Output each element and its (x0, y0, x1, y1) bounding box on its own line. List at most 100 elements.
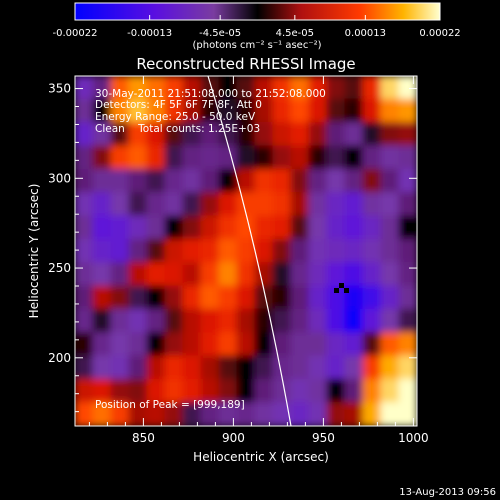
heatmap-cell (290, 192, 310, 217)
heatmap-cell (146, 215, 166, 240)
heatmap-cell (146, 168, 166, 194)
heatmap-cell (75, 192, 94, 217)
heatmap-cell (200, 122, 220, 147)
heatmap-cell (380, 285, 400, 310)
heatmap-cell (254, 355, 274, 380)
chart-title: Reconstructed RHESSI Image (136, 55, 355, 73)
heatmap-cell (344, 122, 364, 147)
heatmap-cell (75, 122, 94, 147)
heatmap-cell (218, 332, 238, 357)
y-axis-label: Heliocentric Y (arcsec) (27, 184, 41, 319)
annotation-energy: Energy Range: 25.0 - 50.0 keV (95, 111, 256, 123)
heatmap-cell (272, 238, 292, 264)
solar-limb-line (207, 76, 292, 426)
heatmap-cell (182, 122, 202, 147)
heatmap-cell (110, 238, 130, 264)
heatmap-cell (200, 215, 220, 240)
heatmap-cell (128, 215, 148, 240)
heatmap-cell (200, 238, 220, 264)
heatmap-cell (128, 285, 148, 310)
heatmap-cell (146, 308, 166, 334)
heatmap-cell (92, 285, 112, 310)
heatmap-cell (146, 238, 166, 264)
heatmap-cell (254, 402, 274, 426)
heatmap-cell (236, 262, 256, 287)
heatmap-cell (164, 98, 184, 124)
heatmap-cell (110, 355, 130, 380)
heatmap-cell (362, 332, 382, 357)
heatmap-cell (290, 168, 310, 194)
heatmap-cell (308, 192, 328, 217)
heatmap-cell (308, 378, 328, 404)
heatmap-cell (128, 378, 148, 404)
heatmap-cell (146, 262, 166, 287)
heatmap-cell (308, 122, 328, 147)
heatmap-cell (200, 76, 220, 100)
heatmap-cell (164, 378, 184, 404)
heatmap-cell (398, 192, 417, 217)
heatmap-cell (200, 285, 220, 310)
colorbar (74, 2, 441, 21)
heatmap-cell (254, 332, 274, 357)
heatmap-cell (75, 402, 94, 426)
heatmap-cell (75, 145, 94, 170)
heatmap-cell (110, 168, 130, 194)
heatmap-cell (272, 215, 292, 240)
annotation-block: 30-May-2011 21:51:08.000 to 21:52:08.000… (95, 88, 326, 135)
heatmap-cell (164, 332, 184, 357)
heatmap-cell (218, 285, 238, 310)
heatmap-cell (92, 355, 112, 380)
heatmap-cell (146, 98, 166, 124)
heatmap-cell (75, 332, 94, 357)
heatmap-cell (75, 168, 94, 194)
heatmap-cell (254, 122, 274, 147)
heatmap-cell (398, 122, 417, 147)
heatmap-cell (164, 168, 184, 194)
heatmap-cell (92, 76, 112, 100)
heatmap-cell (110, 122, 130, 147)
heatmap-cell (398, 168, 417, 194)
x-axis: 850 900 950 1000 (88, 76, 429, 445)
heatmap-cell (110, 402, 130, 426)
heatmap-cell (75, 378, 94, 404)
heatmap-cell (362, 238, 382, 264)
heatmap-cell (380, 238, 400, 264)
heatmap-cell (398, 308, 417, 334)
heatmap-cell (254, 285, 274, 310)
heatmap-cell (200, 402, 220, 426)
heatmap-cell (236, 98, 256, 124)
heatmap-cell (326, 285, 346, 310)
heatmap-cell (290, 122, 310, 147)
heatmap-cell (200, 98, 220, 124)
heatmap-cell (344, 402, 364, 426)
heatmap-cell (326, 76, 346, 100)
heatmap-cell (272, 285, 292, 310)
heatmap-cell (272, 145, 292, 170)
heatmap-cell (254, 98, 274, 124)
heatmap-cell (236, 238, 256, 264)
heatmap-cell (362, 145, 382, 170)
heatmap-cell (380, 215, 400, 240)
heatmap-cell (218, 192, 238, 217)
heatmap-cell (92, 215, 112, 240)
heatmap-cell (380, 402, 400, 426)
heatmap-cell (110, 262, 130, 287)
heatmap-cell (326, 98, 346, 124)
heatmap-cell (164, 308, 184, 334)
heatmap-cell (362, 355, 382, 380)
heatmap-cell (146, 355, 166, 380)
annotation-peak-position: Position of Peak = [999,189] (95, 399, 245, 411)
heatmap-cell (236, 402, 256, 426)
colorbar-tick-label: 4.5e-05 (276, 28, 314, 39)
heatmap-cell (236, 355, 256, 380)
y-tick-label: 200 (48, 351, 71, 365)
heatmap (75, 76, 417, 426)
heatmap-cell (290, 285, 310, 310)
heatmap-cell (254, 238, 274, 264)
heatmap-cell (218, 238, 238, 264)
heatmap-cell (128, 355, 148, 380)
heatmap-cell (272, 355, 292, 380)
heatmap-cell (272, 98, 292, 124)
heatmap-cell (146, 76, 166, 100)
heatmap-cell (182, 168, 202, 194)
